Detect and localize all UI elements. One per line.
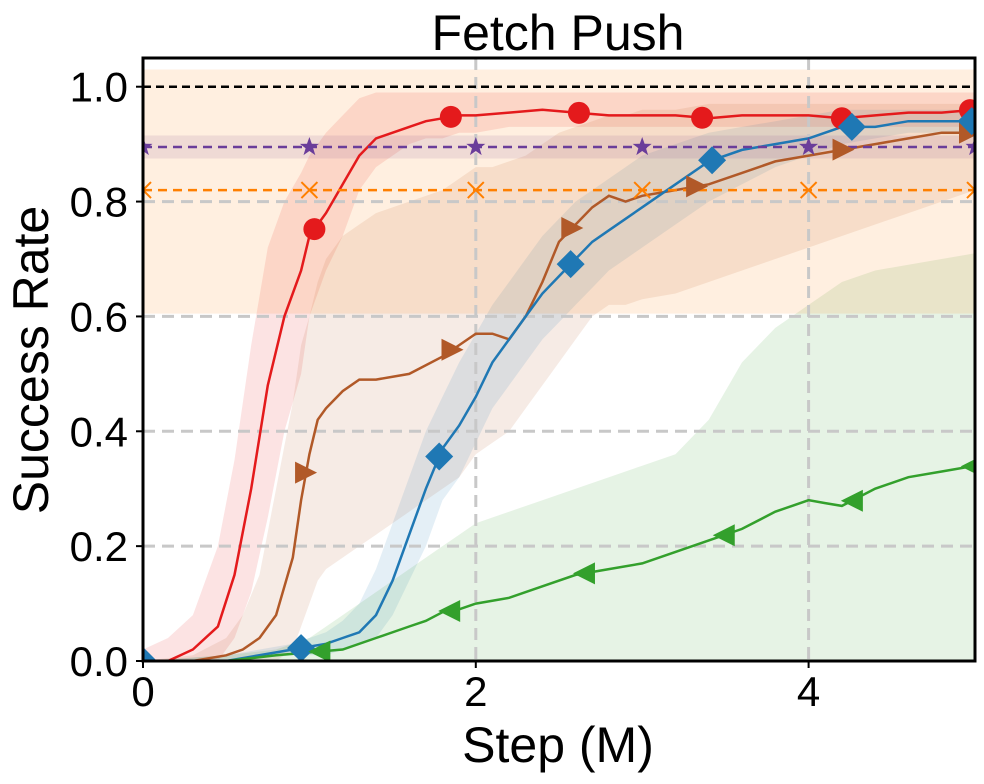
series-0-marker-3: [691, 106, 714, 129]
series-4-marker-4: [799, 137, 819, 156]
series-2-marker-0: [143, 647, 157, 661]
x-tick-label-2: 4: [797, 668, 820, 715]
series-3-marker-1: [438, 600, 461, 623]
series-2-band: [143, 109, 975, 661]
series-0-marker-2: [567, 101, 590, 124]
y-tick-label-5: 1.0: [70, 64, 128, 111]
y-axis-label: Success Rate: [3, 206, 59, 514]
series-5-marker-2: [467, 181, 485, 199]
plot-area: [143, 58, 975, 661]
series-4-band: [143, 135, 975, 159]
x-tick-label-0: 0: [131, 668, 154, 715]
series-4-marker-3: [632, 137, 652, 156]
series-4-marker-2: [466, 137, 486, 156]
y-tick-label-0: 0.0: [70, 638, 128, 685]
series-2-marker-2: [425, 442, 454, 471]
series-2-line: [143, 119, 975, 661]
series-3-marker-2: [572, 562, 595, 585]
series-1-marker-2: [561, 216, 584, 239]
y-tick-label-2: 0.4: [70, 408, 128, 455]
x-axis-label: Step (M): [462, 717, 654, 773]
y-tick-label-3: 0.6: [70, 293, 128, 340]
y-tick-label-1: 0.2: [70, 523, 128, 570]
series-1-line: [143, 131, 975, 661]
series-5-band: [143, 69, 975, 314]
series-0-marker-1: [439, 105, 462, 128]
series-4-marker-0: [143, 137, 153, 156]
y-tick-label-4: 0.8: [70, 179, 128, 226]
axes-frame: [141, 56, 977, 663]
series-3-marker-5: [960, 459, 975, 474]
series-2-marker-4: [698, 146, 727, 175]
series-1-marker-4: [832, 138, 855, 161]
x-tick-label-1: 2: [464, 668, 487, 715]
series-4-marker-5: [965, 137, 975, 156]
series-3-band: [143, 253, 975, 661]
chart-title: Fetch Push: [432, 5, 685, 61]
series-1-marker-3: [686, 175, 709, 198]
series-3-marker-4: [840, 489, 863, 512]
series-2-marker-3: [556, 250, 585, 279]
series-5-marker-4: [799, 181, 818, 199]
series-2-marker-6: [957, 107, 975, 136]
series-5-marker-1: [300, 181, 319, 199]
series-5-marker-0: [143, 181, 152, 199]
series-1-band: [143, 103, 975, 661]
series-0-marker-0: [303, 218, 326, 241]
series-1-marker-1: [441, 338, 464, 361]
series-2-marker-1: [287, 634, 316, 661]
series-2-marker-5: [837, 112, 866, 141]
series-1-marker-0: [295, 461, 318, 484]
series-5-marker-5: [966, 181, 975, 199]
series-1-marker-5: [959, 121, 975, 144]
series-4-marker-1: [299, 137, 319, 156]
series-5-marker-3: [633, 181, 651, 199]
series-3-marker-3: [712, 524, 735, 547]
series-3-marker-0: [308, 640, 331, 661]
